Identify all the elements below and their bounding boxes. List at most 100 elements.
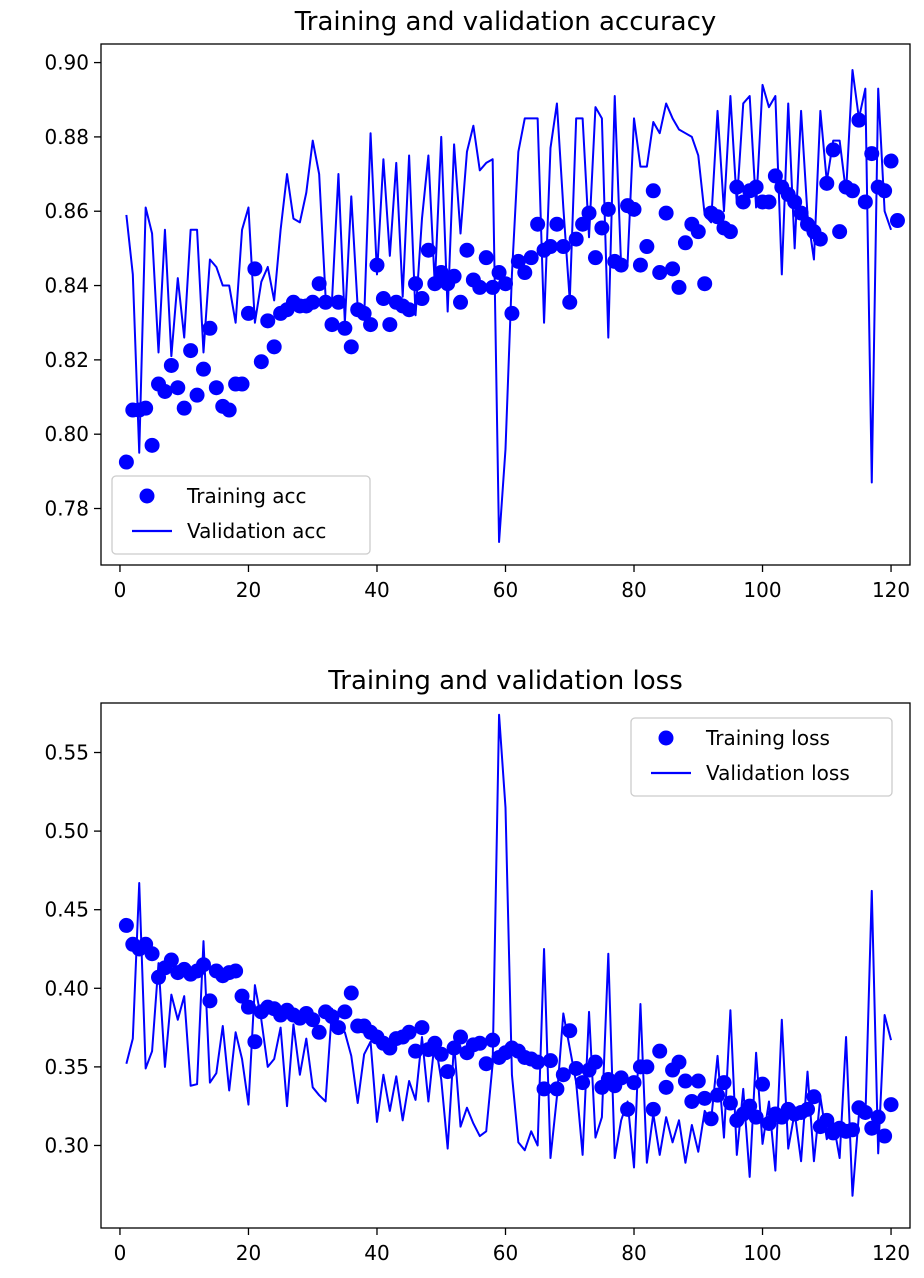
- data-point: [485, 279, 501, 295]
- data-point: [260, 313, 276, 329]
- data-point: [234, 376, 250, 392]
- validation-line: [125, 69, 892, 543]
- data-point: [690, 224, 706, 240]
- data-point: [324, 317, 340, 333]
- data-point: [240, 305, 256, 321]
- data-point: [857, 194, 873, 210]
- x-tick-label: 60: [493, 1241, 518, 1265]
- y-tick-label: 0.86: [44, 199, 89, 223]
- data-point: [530, 1054, 546, 1070]
- data-point: [330, 294, 346, 310]
- x-tick-label: 100: [743, 578, 781, 602]
- data-point: [652, 265, 668, 281]
- legend-label: Validation loss: [706, 761, 850, 785]
- data-point: [498, 276, 513, 292]
- data-point: [587, 1054, 603, 1070]
- data-point: [517, 265, 533, 281]
- data-point: [851, 112, 867, 128]
- legend-marker-points: [658, 730, 674, 746]
- data-point: [414, 1020, 430, 1036]
- data-point: [118, 917, 134, 933]
- data-point: [613, 1070, 629, 1086]
- data-point: [677, 1073, 693, 1089]
- legend-box: [630, 717, 893, 797]
- data-point: [337, 320, 353, 336]
- data-point: [382, 317, 398, 333]
- data-point: [639, 239, 655, 255]
- data-point: [722, 224, 738, 240]
- y-tick-label: 0.50: [44, 819, 89, 843]
- series-training: [118, 112, 905, 470]
- legend-label: Training acc: [186, 484, 307, 508]
- data-point: [414, 291, 430, 307]
- x-tick-label: 40: [364, 578, 389, 602]
- data-point: [575, 216, 591, 232]
- y-tick-label: 0.30: [44, 1133, 89, 1157]
- data-point: [202, 993, 218, 1009]
- data-point: [652, 1043, 668, 1059]
- legend-marker-points: [139, 488, 155, 504]
- data-point: [189, 387, 205, 403]
- y-tick-label: 0.80: [44, 422, 89, 446]
- chart-panel-1: Training and validation accuracy 0 20 40 60 8…: [44, 7, 911, 602]
- data-point: [433, 265, 449, 281]
- chart-panel-2: Training and validation loss 0 20 40 60 80 100…: [44, 666, 911, 1265]
- data-point: [819, 175, 835, 191]
- data-point: [247, 1034, 263, 1050]
- data-point: [844, 183, 860, 199]
- data-point: [157, 383, 173, 399]
- data-point: [343, 339, 359, 355]
- data-point: [183, 343, 199, 359]
- data-point: [408, 276, 424, 292]
- data-point: [883, 1097, 899, 1113]
- data-point: [478, 250, 494, 266]
- data-point: [240, 999, 256, 1015]
- data-point: [375, 291, 391, 307]
- data-point: [510, 253, 526, 269]
- data-point: [163, 952, 179, 968]
- data-point: [658, 1079, 674, 1095]
- data-point: [401, 1024, 417, 1040]
- data-point: [594, 220, 610, 236]
- x-tick-label: 120: [872, 1241, 910, 1265]
- data-point: [787, 194, 803, 210]
- data-point: [542, 239, 558, 255]
- legend: Training acc Validation acc: [111, 475, 371, 555]
- data-point: [253, 354, 269, 370]
- data-point: [697, 1090, 713, 1106]
- data-point: [221, 402, 237, 418]
- data-point: [401, 302, 417, 318]
- data-point: [639, 1059, 655, 1075]
- data-point: [138, 400, 154, 416]
- data-point: [234, 988, 250, 1004]
- y-tick-label: 0.84: [44, 274, 89, 298]
- data-point: [472, 279, 488, 295]
- x-tick-label: 80: [621, 578, 646, 602]
- legend-box: [111, 475, 371, 555]
- data-point: [761, 194, 777, 210]
- data-point: [144, 437, 160, 453]
- data-point: [562, 294, 578, 310]
- data-point: [453, 294, 469, 310]
- data-point: [195, 361, 211, 377]
- x-tick-label: 100: [743, 1241, 781, 1265]
- y-tick-label: 0.35: [44, 1055, 89, 1079]
- chart-title: Training and validation loss: [327, 666, 683, 696]
- data-point: [459, 242, 475, 258]
- y-tick-label: 0.45: [44, 898, 89, 922]
- data-point: [446, 268, 462, 284]
- data-point: [568, 1060, 584, 1076]
- data-point: [478, 1056, 494, 1072]
- series-validation: [125, 69, 892, 543]
- data-point: [825, 142, 841, 158]
- x-tick-label: 0: [114, 578, 127, 602]
- y-tick-label: 0.82: [44, 348, 89, 372]
- data-point: [581, 205, 597, 221]
- data-point: [645, 1101, 661, 1117]
- data-point: [337, 1004, 353, 1020]
- data-point: [671, 279, 687, 295]
- data-point: [632, 257, 648, 273]
- data-point: [549, 216, 565, 232]
- data-point: [195, 957, 211, 973]
- data-point: [832, 224, 848, 240]
